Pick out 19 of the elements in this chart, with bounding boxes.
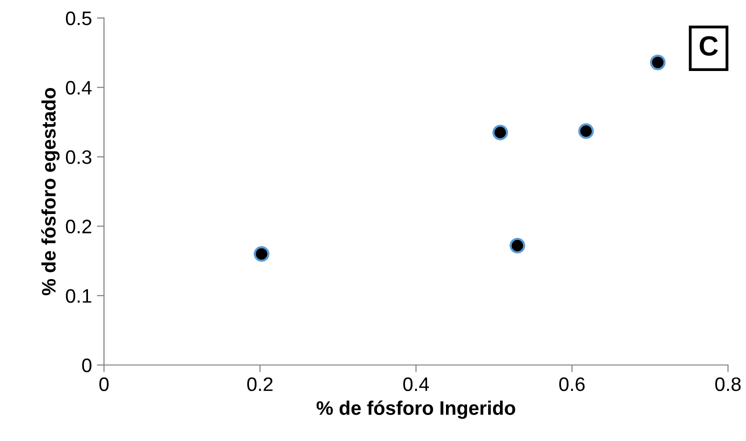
x-tick-label: 0.4 — [403, 377, 429, 392]
point — [650, 54, 666, 70]
y-tick-label: 0.1 — [66, 289, 92, 303]
point — [254, 246, 270, 262]
point — [510, 238, 526, 254]
y-axis-title: % de fósforo egestado — [41, 88, 60, 296]
x-tick-label: 0.2 — [247, 377, 273, 392]
point — [578, 123, 594, 139]
x-tick-label: 0 — [99, 377, 109, 392]
y-tick-label: 0.5 — [66, 11, 92, 26]
point — [492, 124, 508, 140]
annotation: C — [700, 36, 718, 56]
x-tick-label: 0.6 — [559, 377, 585, 392]
y-tick-label: 0.4 — [66, 80, 92, 95]
x-axis-title: % de fósforo Ingerido — [316, 400, 516, 419]
y-tick-label: 0.3 — [66, 150, 92, 164]
y-tick-label: 0 — [82, 358, 92, 372]
y-tick-label: 0.2 — [66, 220, 92, 234]
x-tick-label: 0.8 — [715, 377, 741, 392]
